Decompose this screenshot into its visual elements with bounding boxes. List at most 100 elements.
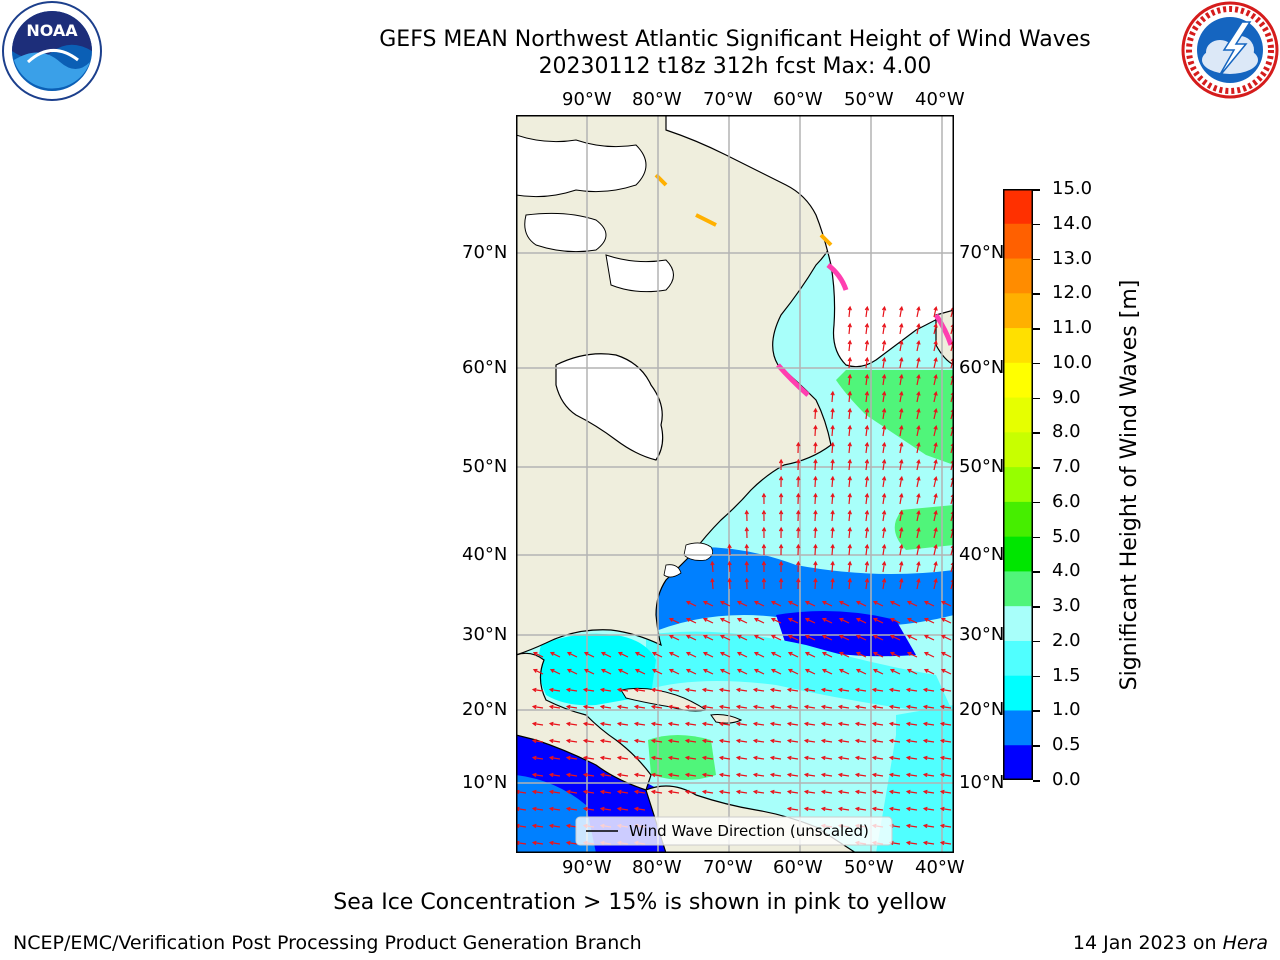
wave-direction-arrow — [813, 543, 818, 556]
wave-direction-arrow — [864, 509, 870, 522]
lat-label-left-70n: 70°N — [462, 242, 508, 263]
wave-direction-arrow — [855, 617, 867, 624]
wave-direction-arrow — [796, 526, 801, 539]
wave-direction-arrow — [922, 772, 935, 778]
colorbar-tick-label: 15.0 — [1052, 178, 1093, 199]
colorbar-tick-mark — [1033, 710, 1040, 712]
colorbar-swatch — [1003, 328, 1033, 364]
wave-direction-arrow — [548, 840, 561, 846]
chart-subtitle: 20230112 t18z 312h fcst Max: 4.00 — [538, 54, 932, 79]
wave-direction-arrow — [803, 772, 816, 778]
wave-direction-arrow — [847, 407, 852, 420]
wave-direction-arrow — [933, 476, 938, 488]
wave-direction-arrow — [583, 651, 595, 658]
wave-direction-arrow — [565, 840, 578, 846]
colorbar-tick-label: 4.0 — [1052, 560, 1081, 582]
wave-direction-arrow — [813, 441, 818, 454]
wave-direction-arrow — [872, 634, 884, 641]
wave-direction-arrow — [778, 475, 784, 488]
wave-direction-arrow — [821, 634, 833, 641]
wave-direction-arrow — [719, 651, 731, 658]
wave-direction-arrow — [667, 789, 680, 795]
wave-direction-arrow — [753, 600, 765, 607]
wave-direction-arrow — [820, 721, 833, 727]
wave-direction-arrow — [803, 789, 816, 795]
wave-direction-arrow — [761, 543, 767, 556]
wave-direction-arrow — [548, 806, 561, 812]
wave-direction-arrow — [549, 668, 561, 675]
wave-direction-arrow — [796, 560, 801, 573]
wave-direction-arrow — [933, 408, 938, 420]
wave-direction-arrow — [719, 668, 731, 675]
wave-direction-arrow — [821, 617, 833, 624]
wave-direction-arrow — [847, 492, 852, 505]
wave-direction-arrow — [922, 687, 935, 693]
wave-direction-arrow — [718, 687, 731, 693]
wave-band-1.5-2m-south — [876, 705, 954, 853]
wave-direction-arrow — [701, 721, 714, 727]
wave-direction-arrow — [881, 305, 887, 318]
wave-direction-arrow — [916, 441, 921, 454]
wave-direction-arrow — [916, 509, 921, 522]
wave-direction-arrow — [933, 391, 938, 403]
wave-direction-arrow — [847, 390, 852, 403]
wave-direction-arrow — [685, 668, 697, 675]
wave-direction-arrow — [813, 492, 818, 505]
wave-direction-arrow — [565, 704, 578, 710]
wave-band-3-4m-caribbean — [648, 735, 716, 780]
wave-direction-arrow — [778, 492, 784, 505]
wave-direction-arrow — [796, 543, 801, 556]
wave-direction-arrow — [923, 617, 935, 624]
wave-direction-arrow — [786, 704, 799, 710]
wave-direction-arrow — [864, 424, 870, 437]
lat-label-left-10n: 10°N — [462, 772, 508, 793]
footer-right: 14 Jan 2023 on Hera — [1073, 932, 1268, 954]
wave-direction-arrow — [565, 823, 578, 829]
wave-direction-arrow — [939, 704, 952, 710]
wave-direction-arrow — [582, 806, 595, 812]
wave-direction-arrow — [899, 339, 904, 352]
wave-direction-arrow — [881, 441, 887, 454]
lon-label-top-90w: 90°W — [562, 89, 612, 110]
wave-direction-arrow — [871, 755, 884, 761]
wave-direction-arrow — [830, 526, 835, 539]
wave-direction-arrow — [796, 577, 801, 590]
colorbar-tick-mark — [1033, 258, 1040, 261]
wave-direction-arrow — [906, 651, 918, 658]
wave-direction-arrow — [804, 634, 816, 641]
wave-direction-arrow — [864, 475, 870, 488]
wave-direction-arrow — [888, 806, 901, 812]
wave-direction-arrow — [701, 755, 714, 761]
wave-direction-arrow — [778, 526, 784, 539]
wave-direction-arrow — [871, 772, 884, 778]
wave-direction-arrow — [916, 492, 921, 505]
wave-direction-arrow — [633, 687, 646, 693]
wave-direction-arrow — [616, 721, 629, 727]
wave-direction-arrow — [531, 704, 544, 710]
wave-direction-arrow — [820, 704, 833, 710]
wave-direction-arrow — [905, 687, 918, 693]
colorbar-tick-mark — [1033, 328, 1040, 330]
nws-logo — [1181, 1, 1279, 99]
wave-direction-arrow — [531, 823, 544, 829]
wave-direction-arrow — [939, 755, 952, 761]
wave-direction-arrow — [916, 322, 921, 335]
wave-direction-arrow — [752, 738, 765, 744]
colorbar-swatch — [1003, 501, 1033, 538]
wave-direction-arrow — [600, 668, 612, 675]
wave-direction-arrow — [940, 668, 952, 675]
wave-direction-arrow — [899, 458, 904, 471]
wave-direction-arrow — [761, 526, 767, 539]
wave-direction-arrow — [600, 651, 612, 658]
colorbar-tick-label: 7.0 — [1052, 456, 1081, 478]
wave-direction-arrow — [830, 560, 835, 573]
wave-direction-arrow — [933, 527, 938, 539]
wave-direction-arrow — [667, 738, 680, 744]
wave-direction-arrow — [761, 509, 767, 522]
wave-direction-arrow — [847, 458, 852, 471]
wave-direction-arrow — [769, 738, 782, 744]
wave-direction-arrow — [685, 600, 697, 607]
wave-direction-arrow — [727, 543, 732, 556]
wave-direction-arrow — [871, 806, 884, 812]
wave-direction-arrow — [548, 772, 561, 778]
